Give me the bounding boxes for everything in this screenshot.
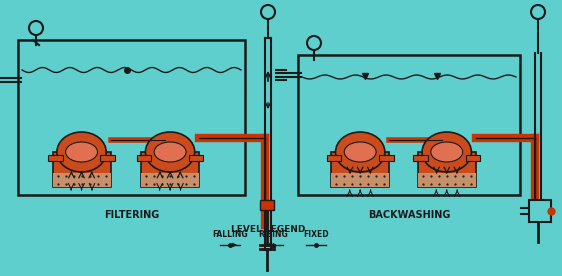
Bar [418, 173, 476, 187]
Circle shape [29, 21, 43, 35]
Bar [379, 155, 393, 161]
Text: FIXED: FIXED [303, 230, 329, 239]
Ellipse shape [146, 132, 195, 172]
Bar [331, 173, 389, 187]
Bar [414, 155, 428, 161]
Text: FALLING: FALLING [212, 230, 248, 239]
Bar [18, 40, 245, 195]
Ellipse shape [57, 132, 106, 172]
Bar [137, 155, 151, 161]
Bar [331, 152, 389, 187]
Text: BACKWASHING: BACKWASHING [368, 210, 450, 220]
Bar [53, 173, 111, 187]
Circle shape [307, 36, 321, 50]
Circle shape [261, 5, 275, 19]
Text: FILTERING: FILTERING [104, 210, 159, 220]
Bar [327, 155, 341, 161]
Ellipse shape [66, 142, 98, 162]
Bar [53, 152, 111, 187]
Bar [101, 155, 115, 161]
Bar [189, 155, 203, 161]
Bar [141, 152, 199, 187]
Bar [48, 155, 63, 161]
Bar [465, 155, 480, 161]
Bar [260, 200, 274, 210]
Ellipse shape [344, 142, 376, 162]
Circle shape [531, 5, 545, 19]
Bar [298, 55, 520, 195]
Bar [141, 173, 199, 187]
Ellipse shape [336, 132, 385, 172]
Ellipse shape [431, 142, 463, 162]
Ellipse shape [422, 132, 472, 172]
Text: LEVEL LEGEND: LEVEL LEGEND [231, 225, 305, 234]
Ellipse shape [154, 142, 186, 162]
Text: RISING: RISING [258, 230, 288, 239]
Bar [529, 200, 551, 222]
Bar [418, 152, 476, 187]
